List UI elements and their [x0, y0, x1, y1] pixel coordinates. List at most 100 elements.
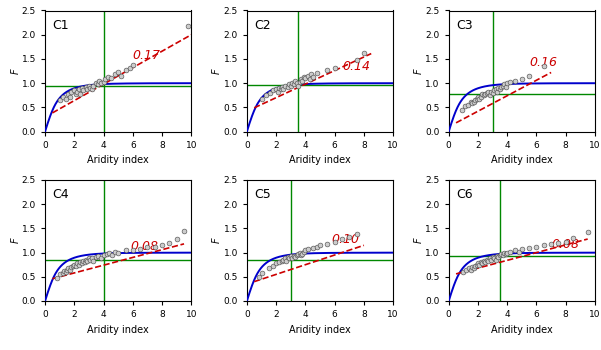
Point	[352, 231, 361, 237]
X-axis label: Aridity index: Aridity index	[289, 155, 351, 165]
Point	[74, 262, 84, 267]
Point	[304, 246, 313, 252]
Point	[482, 90, 492, 96]
Point	[93, 81, 103, 87]
Point	[80, 259, 90, 265]
Point	[489, 88, 499, 93]
Point	[510, 247, 519, 253]
Point	[478, 260, 487, 266]
Point	[495, 86, 505, 92]
Point	[64, 91, 73, 97]
Point	[286, 83, 296, 88]
Point	[75, 259, 85, 265]
Y-axis label: F: F	[212, 68, 222, 74]
Point	[510, 78, 519, 84]
Point	[293, 251, 303, 256]
Point	[475, 96, 484, 101]
Point	[473, 260, 483, 266]
Point	[125, 65, 135, 70]
Point	[462, 267, 471, 272]
Point	[505, 249, 515, 254]
Point	[282, 259, 291, 264]
Point	[313, 71, 322, 76]
Point	[257, 96, 266, 102]
Point	[165, 240, 174, 246]
Point	[472, 96, 481, 101]
Point	[502, 250, 512, 255]
Point	[290, 255, 300, 260]
Point	[463, 102, 472, 108]
Point	[269, 263, 278, 269]
Point	[460, 104, 469, 109]
Point	[121, 247, 130, 253]
Point	[299, 249, 309, 254]
Point	[55, 97, 64, 103]
Point	[501, 84, 511, 90]
Point	[488, 255, 498, 260]
Point	[279, 86, 288, 92]
Point	[114, 70, 123, 75]
Point	[280, 83, 290, 88]
Point	[308, 75, 317, 80]
Point	[479, 259, 489, 264]
Point	[476, 259, 486, 265]
Point	[172, 236, 182, 242]
Point	[266, 90, 275, 96]
Y-axis label: F: F	[414, 68, 424, 74]
Point	[254, 274, 263, 280]
Point	[307, 72, 316, 77]
Point	[495, 252, 505, 258]
Point	[290, 78, 300, 84]
Point	[485, 256, 495, 261]
Point	[480, 91, 490, 97]
Text: C4: C4	[52, 188, 69, 202]
Point	[294, 79, 304, 85]
Point	[517, 76, 526, 82]
Point	[71, 263, 81, 269]
Point	[99, 79, 108, 85]
Point	[52, 275, 61, 281]
Point	[330, 65, 340, 70]
Point	[468, 264, 477, 270]
Point	[68, 263, 78, 269]
Point	[93, 254, 103, 259]
Point	[304, 73, 313, 79]
Point	[284, 256, 294, 261]
Point	[277, 84, 287, 90]
X-axis label: Aridity index: Aridity index	[491, 324, 553, 335]
Point	[96, 256, 105, 261]
Point	[457, 107, 467, 113]
Point	[59, 268, 69, 274]
Point	[128, 247, 138, 253]
Point	[61, 96, 70, 101]
Point	[73, 260, 82, 266]
Point	[299, 75, 309, 80]
Y-axis label: F: F	[212, 238, 222, 243]
Point	[284, 81, 294, 87]
Point	[352, 57, 361, 63]
Point	[485, 92, 495, 98]
X-axis label: Aridity index: Aridity index	[87, 324, 149, 335]
Point	[292, 252, 302, 258]
X-axis label: Aridity index: Aridity index	[87, 155, 149, 165]
Point	[491, 257, 501, 262]
Point	[128, 62, 138, 68]
Point	[55, 272, 64, 277]
Point	[67, 264, 76, 270]
Point	[99, 252, 108, 258]
Point	[539, 63, 549, 69]
Point	[482, 257, 492, 262]
Point	[496, 251, 506, 256]
Point	[70, 262, 79, 267]
Point	[483, 259, 493, 264]
Point	[297, 78, 307, 84]
Point	[459, 269, 468, 275]
Point	[85, 257, 95, 262]
Point	[85, 85, 95, 91]
Point	[157, 243, 167, 248]
Point	[111, 72, 120, 77]
Point	[289, 81, 299, 87]
Point	[539, 243, 549, 248]
Point	[179, 228, 189, 233]
Point	[87, 86, 97, 92]
